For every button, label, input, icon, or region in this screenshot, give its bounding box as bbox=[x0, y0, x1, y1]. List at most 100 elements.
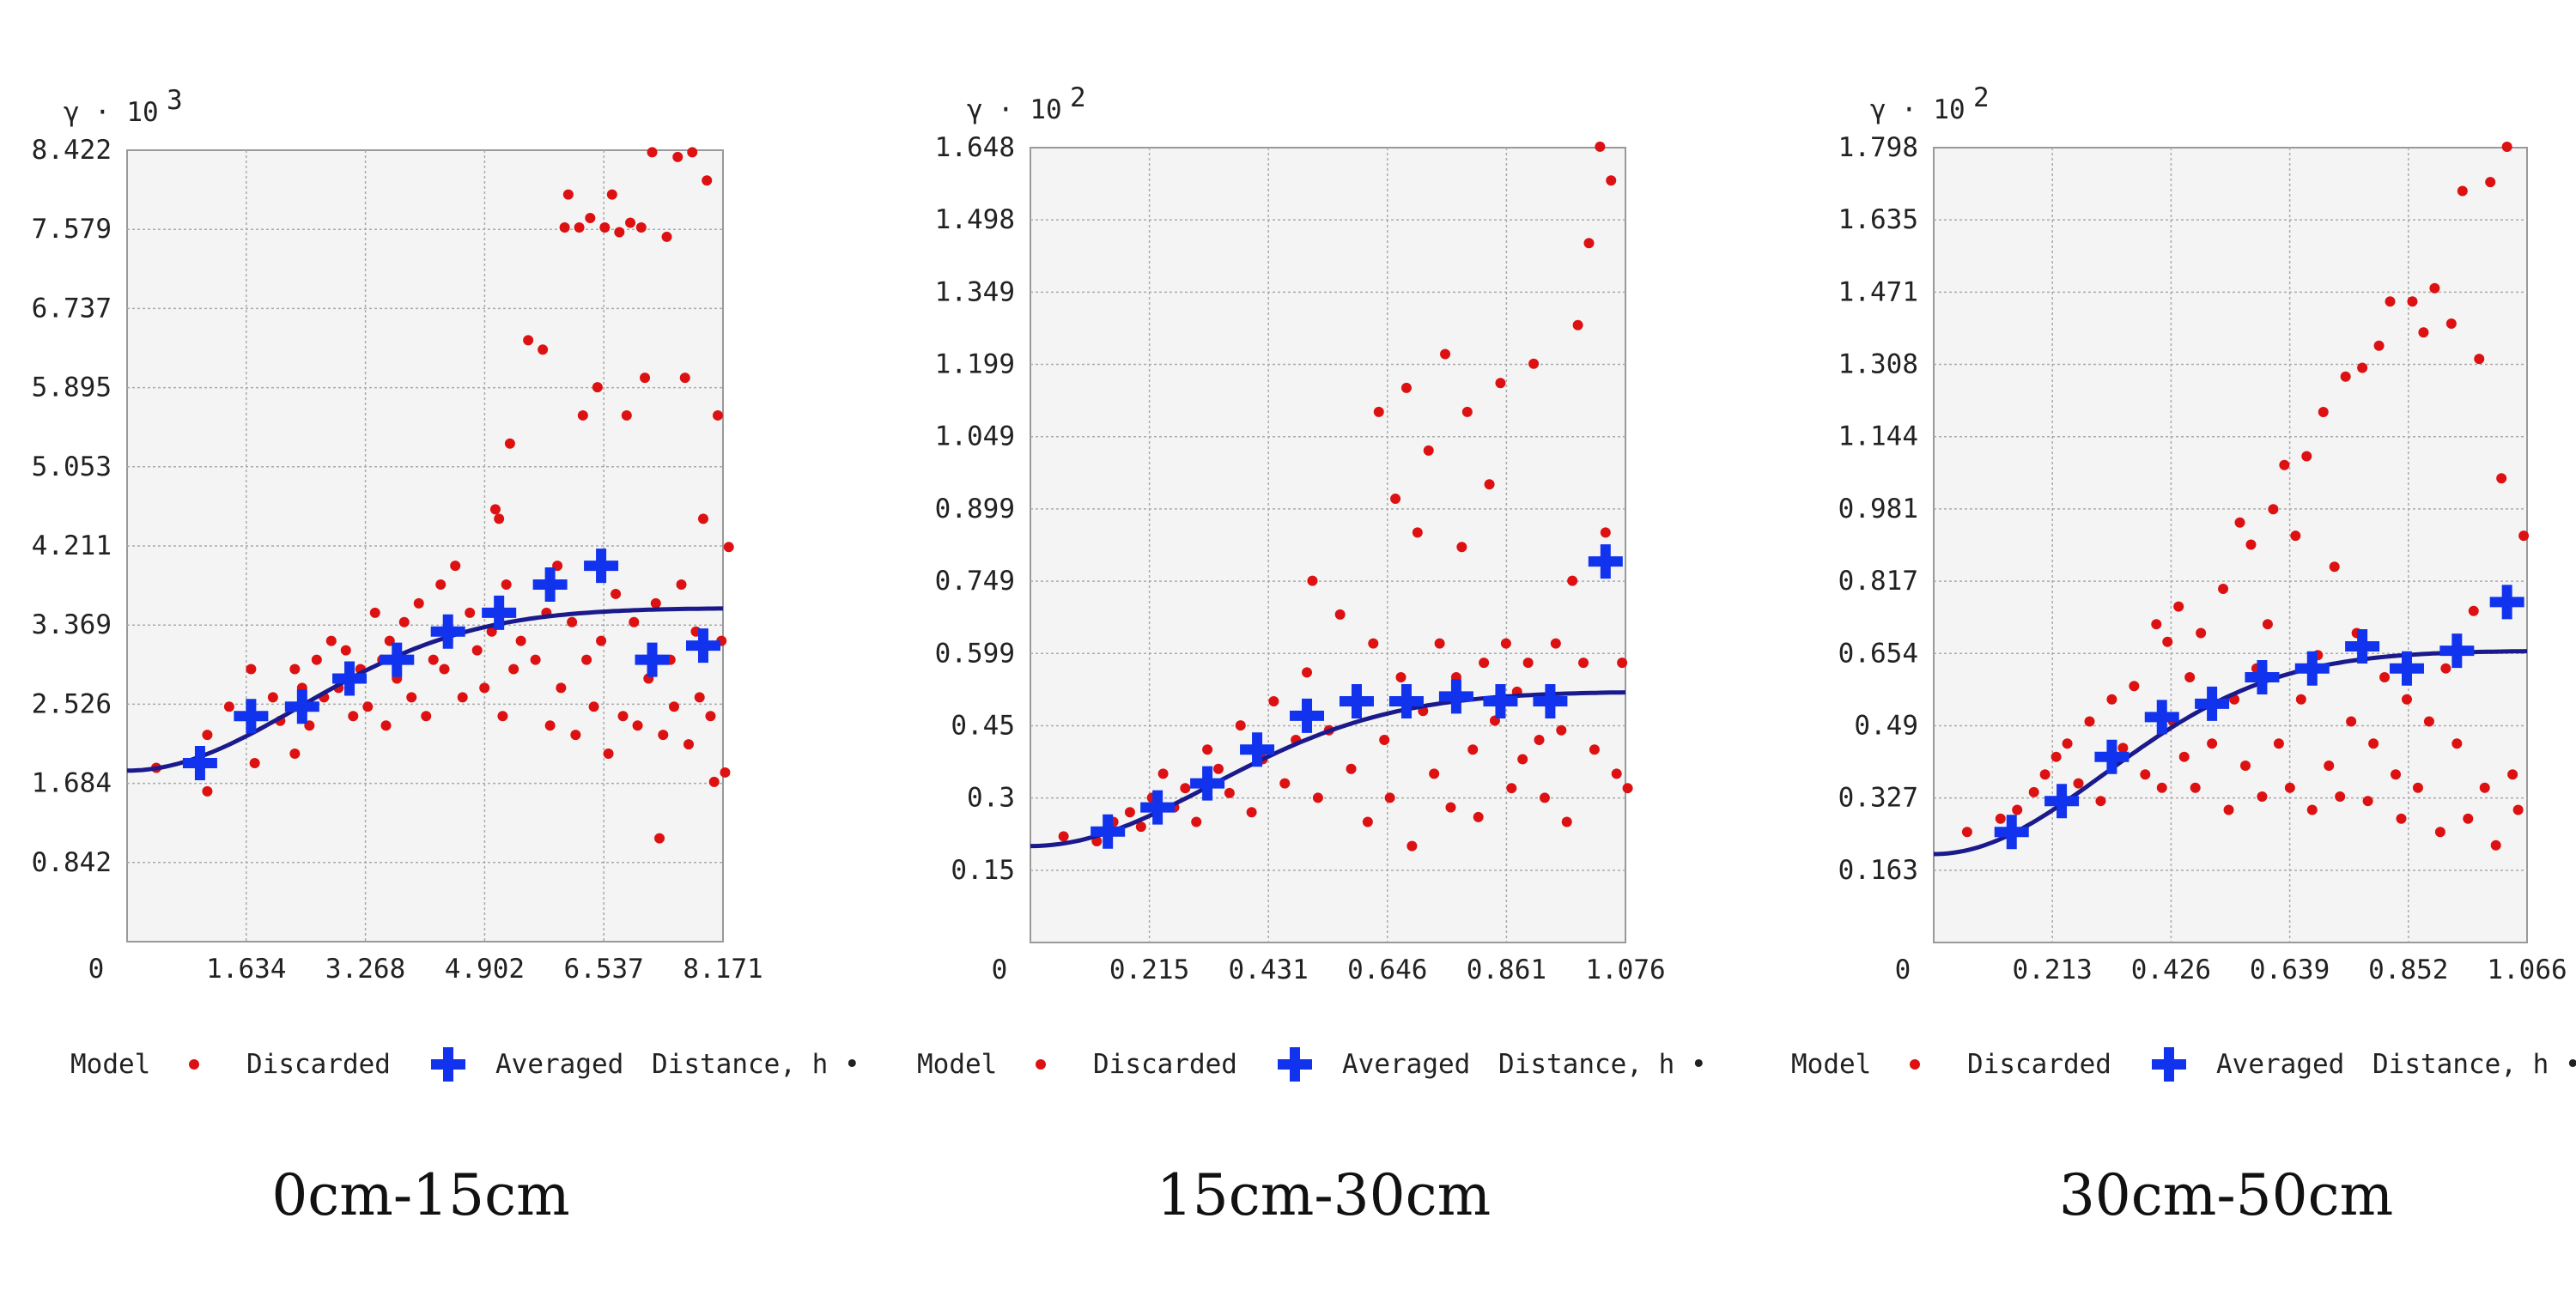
discarded-point bbox=[2396, 813, 2407, 824]
discarded-point bbox=[1390, 494, 1401, 505]
x-tick-label: 0.861 bbox=[1467, 955, 1546, 985]
discarded-point bbox=[705, 711, 716, 722]
discarded-point bbox=[530, 654, 541, 665]
x-tick-label: 3.268 bbox=[325, 954, 405, 985]
legend-discarded-label: Discarded bbox=[1967, 1049, 2111, 1080]
discarded-point bbox=[2507, 769, 2518, 780]
discarded-point bbox=[2407, 296, 2418, 307]
discarded-point bbox=[712, 409, 723, 421]
y-tick-label: 0.749 bbox=[935, 566, 1015, 597]
legend-discarded-label: Discarded bbox=[1093, 1049, 1237, 1080]
x-tick-label: 0.639 bbox=[2250, 955, 2330, 985]
discarded-point bbox=[2062, 738, 2073, 749]
y-tick-label: 1.049 bbox=[935, 421, 1015, 452]
discarded-point bbox=[654, 833, 665, 844]
legend-model-label: Model bbox=[70, 1049, 150, 1080]
discarded-point bbox=[1484, 479, 1495, 490]
y-tick-label: 1.308 bbox=[1838, 349, 1918, 380]
discarded-point bbox=[1622, 783, 1633, 794]
discarded-point bbox=[577, 409, 588, 421]
y-tick-label: 2.526 bbox=[32, 688, 112, 719]
discarded-point bbox=[1595, 141, 1606, 152]
discarded-point bbox=[538, 344, 549, 355]
discarded-point bbox=[471, 645, 483, 656]
x-tick-label: 0 bbox=[992, 955, 1008, 985]
y-tick-label: 1.648 bbox=[935, 132, 1015, 163]
y-tick-label: 1.798 bbox=[1838, 132, 1918, 163]
discarded-point bbox=[2295, 694, 2306, 705]
y-tick-label: 0.163 bbox=[1838, 855, 1918, 886]
discarded-point bbox=[1279, 778, 1291, 789]
y-tick-label: 0.15 bbox=[951, 855, 1015, 886]
discarded-point bbox=[697, 513, 708, 524]
y-tick-label: 5.053 bbox=[32, 452, 112, 482]
discarded-point bbox=[1212, 763, 1224, 774]
discarded-point bbox=[223, 701, 234, 712]
discarded-point bbox=[1611, 768, 1622, 779]
discarded-point bbox=[2346, 716, 2357, 727]
averaged-point bbox=[1588, 544, 1623, 579]
discarded-point bbox=[599, 221, 611, 233]
legend-discarded-label: Discarded bbox=[246, 1049, 391, 1080]
discarded-point bbox=[723, 542, 734, 553]
discarded-point bbox=[2156, 782, 2167, 793]
discarded-point bbox=[267, 692, 278, 703]
discarded-point bbox=[606, 189, 617, 200]
model-curve bbox=[1030, 690, 1626, 849]
averaged-point bbox=[2489, 585, 2524, 620]
averaged-point bbox=[380, 642, 415, 677]
discarded-point bbox=[2385, 296, 2396, 307]
legend-discarded-marker bbox=[1036, 1059, 1046, 1070]
discarded-point bbox=[2306, 804, 2318, 815]
discarded-point bbox=[2373, 340, 2385, 351]
y-unit-symbol: γ bbox=[64, 97, 80, 128]
discarded-point bbox=[2412, 782, 2423, 793]
discarded-point bbox=[592, 382, 603, 393]
discarded-point bbox=[2340, 371, 2351, 382]
discarded-point bbox=[1495, 378, 1506, 389]
discarded-point bbox=[380, 720, 392, 731]
discarded-point bbox=[202, 730, 213, 741]
legend-discarded-marker bbox=[189, 1059, 199, 1070]
discarded-point bbox=[2173, 601, 2184, 612]
discarded-point bbox=[494, 513, 505, 524]
discarded-point bbox=[2485, 177, 2496, 188]
discarded-point bbox=[2379, 671, 2391, 682]
y-tick-label: 0.599 bbox=[935, 638, 1015, 669]
discarded-point bbox=[2335, 791, 2346, 803]
y-tick-label: 6.737 bbox=[32, 293, 112, 324]
y-tick-label: 1.684 bbox=[32, 768, 112, 799]
y-unit-symbol: γ bbox=[967, 94, 983, 125]
y-tick-label: 0.3 bbox=[967, 783, 1015, 814]
discarded-point bbox=[2262, 619, 2273, 630]
discarded-point bbox=[504, 438, 515, 449]
averaged-point bbox=[1994, 815, 2029, 850]
discarded-point bbox=[2129, 681, 2140, 692]
discarded-point bbox=[559, 221, 570, 233]
y-tick-label: 8.422 bbox=[32, 135, 112, 166]
discarded-point bbox=[2474, 354, 2485, 365]
discarded-point bbox=[1379, 735, 1390, 746]
x-tick-label: 0 bbox=[1895, 955, 1911, 985]
discarded-point bbox=[246, 664, 257, 675]
y-tick-label: 1.498 bbox=[935, 204, 1015, 235]
discarded-point bbox=[702, 175, 713, 186]
discarded-point bbox=[1517, 754, 1528, 765]
discarded-point bbox=[635, 221, 647, 233]
discarded-point bbox=[497, 711, 508, 722]
x-tick-label: 0.431 bbox=[1229, 955, 1309, 985]
discarded-point bbox=[2301, 451, 2312, 462]
averaged-point bbox=[1483, 684, 1518, 719]
legend-averaged-label: Averaged bbox=[2216, 1049, 2344, 1080]
discarded-point bbox=[2117, 742, 2129, 754]
discarded-point bbox=[2451, 738, 2463, 749]
y-unit-multiplier: · 10 bbox=[998, 94, 1062, 125]
discarded-point bbox=[1583, 238, 1595, 249]
discarded-point bbox=[621, 409, 632, 421]
averaged-point bbox=[635, 642, 670, 677]
discarded-point bbox=[603, 749, 614, 760]
discarded-point bbox=[1539, 792, 1550, 803]
averaged-point bbox=[532, 567, 568, 602]
y-tick-label: 1.144 bbox=[1838, 421, 1918, 452]
